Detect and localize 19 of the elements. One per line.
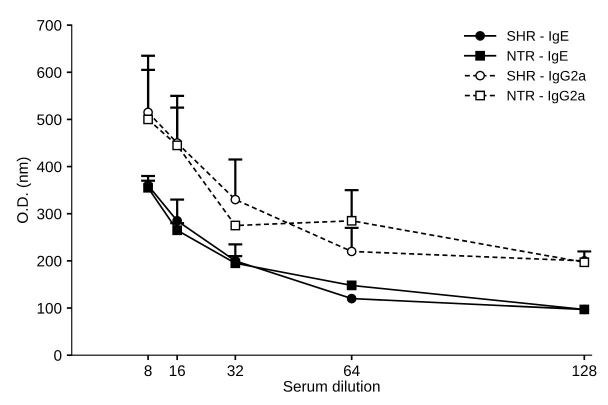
y-tick-label: 600 — [37, 67, 62, 78]
y-axis-title: O.D. (nm) — [16, 158, 31, 223]
legend-label: SHR - IgG2a — [507, 70, 586, 84]
x-tick-label: 16 — [170, 365, 185, 376]
x-axis-title: Serum dilution — [284, 380, 380, 392]
legend-label: NTR - IgG2a — [508, 90, 586, 104]
y-tick-label: 400 — [36, 161, 62, 172]
x-tick-label: 8 — [144, 365, 152, 376]
y-tick-label: 0 — [54, 350, 62, 361]
y-tick-label: 500 — [37, 114, 62, 126]
x-tick-label: 64 — [344, 365, 360, 376]
y-tick-label: 300 — [37, 208, 62, 220]
x-tick-label: 32 — [227, 365, 244, 376]
y-tick-label: 200 — [37, 256, 62, 267]
legend-label: NTR - IgE — [508, 51, 568, 64]
x-tick-label: 128 — [572, 365, 596, 376]
legend-label: SHR - IgE — [507, 31, 568, 44]
y-tick-label: 700 — [37, 20, 62, 31]
y-tick-label: 100 — [38, 302, 62, 314]
